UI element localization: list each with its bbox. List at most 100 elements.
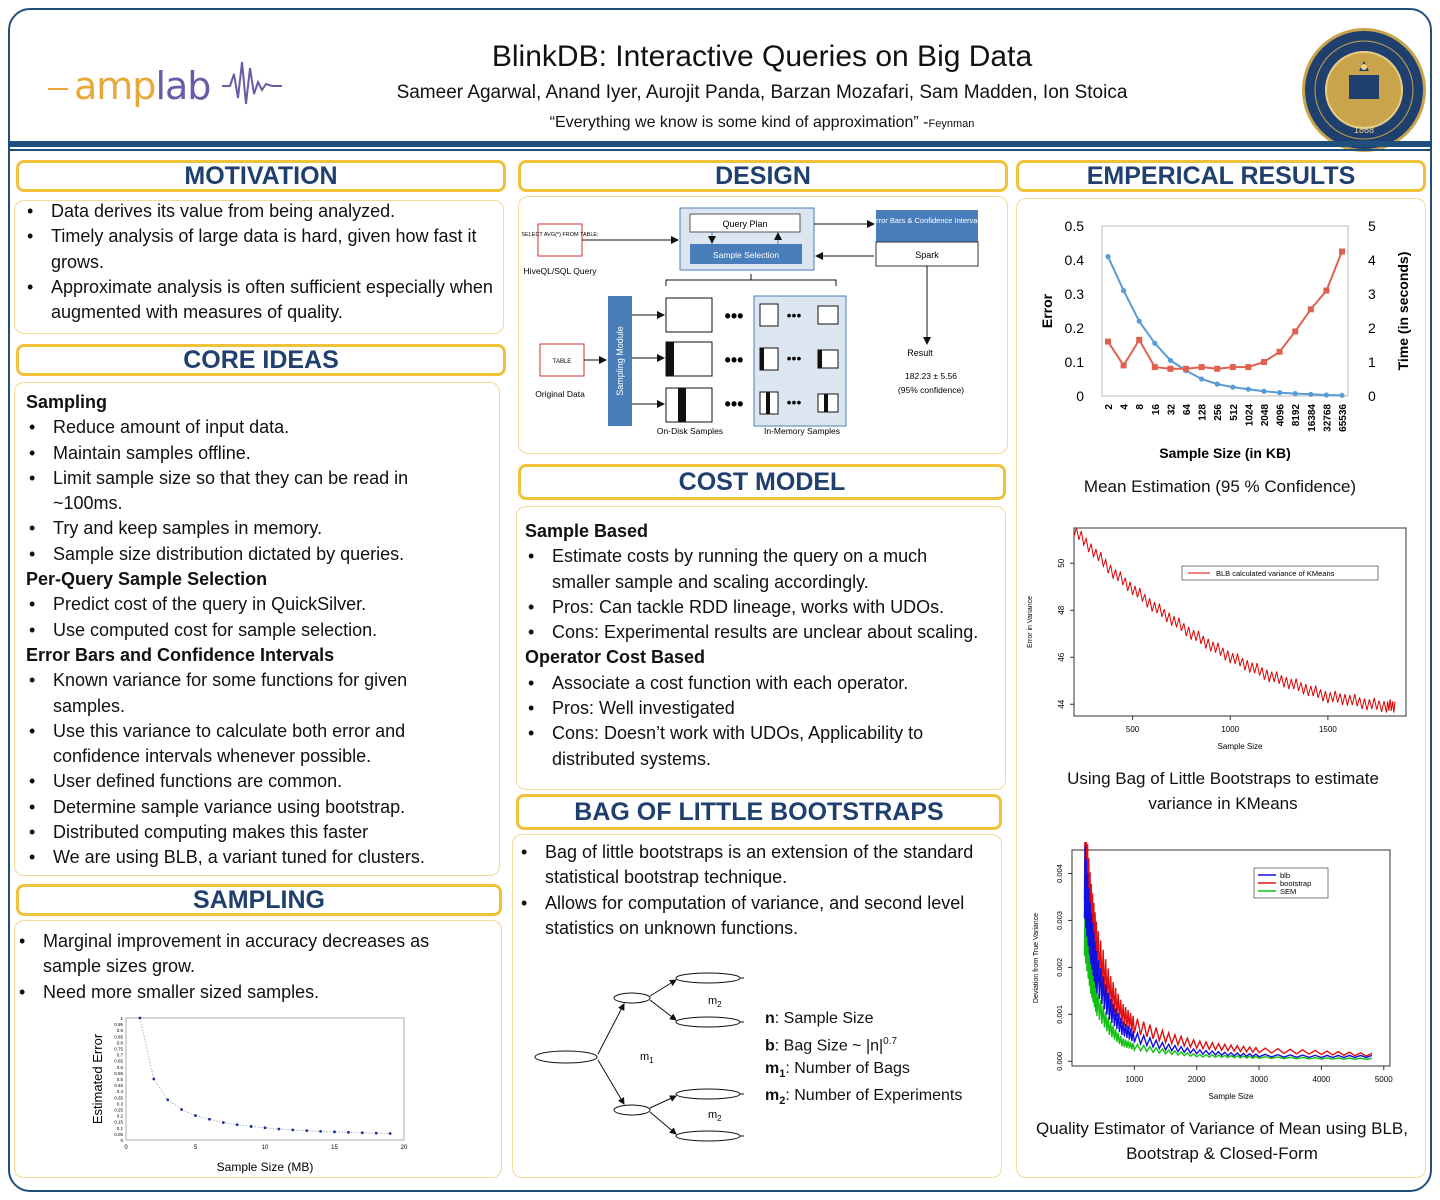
- legend-label: blb: [1280, 871, 1290, 880]
- svg-text:•••: •••: [725, 350, 744, 370]
- list-item: Estimate costs by running the query on a…: [525, 544, 1009, 595]
- x-tick-label: 4096: [1276, 404, 1287, 427]
- blb-heading: BAG OF LITTLE BOOTSTRAPS: [516, 794, 1002, 830]
- x-tick-label: 3000: [1250, 1075, 1268, 1084]
- blb-legend: n: Sample Size b: Bag Size ~ |n|0.7 m1: …: [765, 1008, 962, 1113]
- data-point: [1229, 364, 1236, 371]
- motivation-heading: MOTIVATION: [16, 160, 506, 192]
- y-tick-label: 0.2: [117, 1114, 124, 1119]
- seal-ring: [1314, 40, 1414, 140]
- x-tick-label: 512: [1229, 404, 1240, 421]
- data-point: [208, 1117, 211, 1121]
- y-axis-label: Error: [1039, 293, 1055, 328]
- caption-kmeans: Using Bag of Little Bootstraps to estima…: [1067, 769, 1379, 813]
- y-tick-label: 0.4: [117, 1089, 124, 1094]
- data-point: [1214, 381, 1220, 387]
- logo-dash: [48, 88, 68, 90]
- query-plan-label: Query Plan: [722, 219, 767, 229]
- x-tick-label: 500: [1126, 725, 1140, 734]
- data-point: [1199, 376, 1205, 382]
- series-line: [1083, 902, 1373, 1061]
- data-point: [1339, 248, 1345, 255]
- subheading: Error Bars and Confidence Intervals: [26, 644, 335, 665]
- y2-tick-label: 3: [1368, 286, 1376, 302]
- data-point: [291, 1128, 295, 1132]
- error-bars-label: Error Bars & Confidence Intervals: [871, 216, 983, 225]
- svg-text:•••: •••: [787, 307, 802, 323]
- poster-title: BlinkDB: Interactive Queries on Big Data: [491, 40, 1033, 73]
- y2-tick-label: 4: [1368, 252, 1376, 268]
- x-tick-label: 4: [1120, 404, 1131, 410]
- x-tick-label: 1500: [1319, 725, 1337, 734]
- legend-m2: m2: Number of Experiments: [765, 1087, 963, 1108]
- data-point: [347, 1130, 350, 1134]
- list-item: Maintain samples offline.: [26, 441, 496, 467]
- y-tick-label: 0.8: [117, 1040, 124, 1045]
- list-item: Approximate analysis is often sufficient…: [24, 275, 500, 326]
- header-rule-thin: [10, 149, 1430, 151]
- legend-b: b: Bag Size ~ |n|0.7: [765, 1035, 898, 1054]
- x-tick-label: 1024: [1244, 404, 1255, 427]
- cost-model-heading: COST MODEL: [518, 464, 1006, 500]
- x-tick-label: 64: [1182, 404, 1193, 416]
- data-point: [1167, 365, 1174, 372]
- list-item: Limit sample size so that they can be re…: [26, 466, 496, 517]
- list-item: Pros: Can tackle RDD lineage, works with…: [525, 595, 1009, 621]
- y-tick-label: 0.7: [117, 1053, 124, 1058]
- data-point: [1323, 287, 1330, 294]
- y-tick-label: 48: [1057, 605, 1066, 614]
- list-item: Data derives its value from being analyz…: [24, 199, 500, 225]
- list-item: Marginal improvement in accuracy decreas…: [16, 929, 486, 980]
- sampling-text: Marginal improvement in accuracy decreas…: [16, 929, 486, 1005]
- y-tick-label: 0.25: [114, 1108, 123, 1113]
- list-item: Cons: Doesn’t work with UDOs, Applicabil…: [525, 721, 1009, 772]
- data-point: [166, 1098, 170, 1102]
- data-point: [138, 1016, 142, 1020]
- x-tick-label: 8192: [1291, 404, 1302, 427]
- motivation-text: Data derives its value from being analyz…: [24, 199, 500, 325]
- plot-area: [125, 1017, 405, 1141]
- ondisk-samples: ••• ••• •••: [632, 297, 744, 423]
- y-tick-label: 0.003: [1055, 911, 1064, 930]
- diagram-m2-bottom: m2: [708, 1109, 722, 1123]
- legend-label: bootstrap: [1280, 879, 1311, 888]
- data-point: [235, 1123, 239, 1127]
- y-tick-label: 0.004: [1055, 864, 1064, 883]
- query-text: SELECT AVG(*) FROM TABLE;: [521, 232, 599, 238]
- data-point: [1198, 364, 1205, 371]
- query-plan-box: [689, 213, 801, 233]
- series-line: [1107, 251, 1343, 370]
- y-tick-label: 0.15: [114, 1120, 123, 1125]
- amplab-logo: amplab: [74, 64, 211, 108]
- y-tick-label: 0.002: [1055, 958, 1064, 977]
- y-axis-label: Error in Variance: [1027, 596, 1034, 648]
- data-point: [1261, 388, 1267, 394]
- list-item: Distributed computing makes this faster: [26, 820, 496, 846]
- legend-label: SEM: [1280, 887, 1296, 896]
- y-tick-label: 0.5: [1065, 218, 1085, 234]
- list-item: Bag of little bootstraps is an extension…: [518, 840, 988, 891]
- y-tick-label: 0.6: [117, 1065, 124, 1070]
- data-point: [1105, 254, 1111, 260]
- data-point: [374, 1131, 378, 1135]
- y2-tick-label: 2: [1368, 320, 1376, 336]
- caption-mean-estimation: Mean Estimation (95 % Confidence): [1083, 477, 1357, 496]
- y-tick-label: 0.9: [117, 1028, 124, 1033]
- list-item: Use computed cost for sample selection.: [26, 618, 496, 644]
- y2-tick-label: 1: [1368, 354, 1376, 370]
- data-point: [180, 1108, 183, 1111]
- waveform-icon: [222, 61, 282, 105]
- university-seal: 1868: [1302, 28, 1426, 152]
- data-point: [1183, 365, 1189, 372]
- y-tick-label: 0.1: [117, 1126, 124, 1131]
- original-data-label: Original Data: [535, 389, 585, 399]
- y-axis-label: Estimated Error: [90, 1033, 105, 1124]
- data-point: [1230, 384, 1236, 390]
- core-ideas-heading: CORE IDEAS: [16, 344, 506, 376]
- result-confidence: (95% confidence): [898, 385, 964, 395]
- legend-m1: m1: Number of Bags: [765, 1059, 910, 1080]
- seal-emblem-icon: [1349, 61, 1379, 99]
- x-tick-label: 4000: [1313, 1075, 1331, 1084]
- list-item: We are using BLB, a variant tuned for cl…: [26, 845, 496, 871]
- data-point: [1151, 364, 1158, 371]
